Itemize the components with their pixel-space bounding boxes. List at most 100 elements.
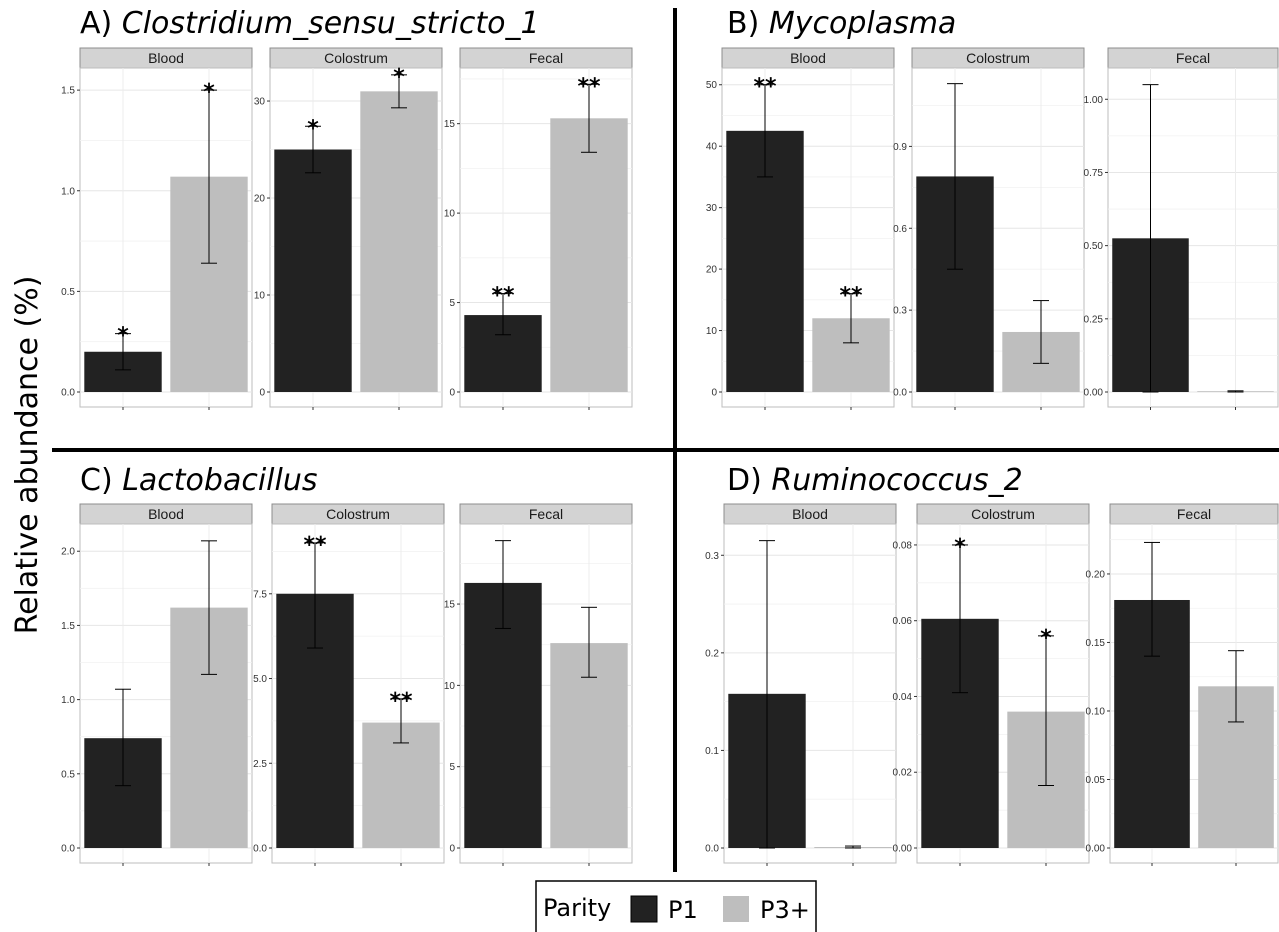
- y-tick-label: 1.5: [61, 86, 75, 97]
- y-tick-label: 50: [706, 80, 718, 91]
- legend-label-p1: P1: [668, 896, 698, 924]
- y-tick-label: 0.1: [705, 746, 719, 757]
- y-tick-label: 0.00: [893, 844, 913, 855]
- legend-box: [535, 880, 817, 932]
- facet-colostrum: Colostrum 0.0 2.5 5.0 7.5 ** **: [253, 503, 445, 866]
- y-tick-label: 0.05: [1086, 775, 1106, 786]
- facet-blood: Blood 0.0 0.5 1.0 1.5 2.0: [61, 503, 253, 866]
- y-tick-label: 15: [444, 600, 456, 611]
- legend-title: Parity: [543, 894, 611, 922]
- y-tick-label: 0.04: [893, 692, 913, 703]
- significance-marker: **: [839, 284, 863, 309]
- y-tick-label: 5: [449, 298, 455, 309]
- y-tick-label: 0.50: [1084, 241, 1104, 252]
- panel-title: A) Clostridium_sensu_stricto_1: [80, 6, 540, 41]
- y-tick-label: 0.00: [1084, 388, 1104, 399]
- facet-colostrum: Colostrum 0.00 0.02 0.04 0.06 0.08 * *: [893, 503, 1090, 866]
- facet-strip-label: Colostrum: [971, 506, 1035, 522]
- y-tick-label: 0.02: [893, 768, 913, 779]
- facet-strip-label: Colostrum: [966, 50, 1030, 66]
- significance-marker: *: [117, 324, 129, 349]
- facet-strip-label: Blood: [790, 50, 826, 66]
- y-tick-label: 1.5: [61, 621, 75, 632]
- y-tick-label: 0.5: [61, 287, 75, 298]
- y-tick-label: 0.0: [705, 844, 719, 855]
- facet-strip-label: Fecal: [529, 50, 563, 66]
- significance-marker: *: [393, 65, 405, 90]
- facet-strip-label: Blood: [148, 506, 184, 522]
- y-tick-label: 30: [254, 97, 266, 108]
- y-tick-label: 20: [706, 265, 718, 276]
- y-tick-label: 1.0: [61, 186, 75, 197]
- y-tick-label: 10: [706, 326, 718, 337]
- y-tick-label: 0.00: [1086, 844, 1106, 855]
- y-axis-label: Relative abundance (%): [10, 276, 45, 635]
- y-tick-label: 0.75: [1084, 168, 1104, 179]
- y-tick-label: 0.15: [1086, 638, 1106, 649]
- y-tick-label: 15: [444, 119, 456, 130]
- significance-marker: *: [954, 535, 966, 560]
- chart-panel-4: D) Ruminococcus_2 Blood 0.0 0.1 0.2 0.3 Colost…: [705, 463, 1279, 866]
- y-tick-label: 0.08: [893, 540, 913, 551]
- y-tick-label: 7.5: [253, 589, 267, 600]
- facet-strip-label: Fecal: [1176, 50, 1210, 66]
- y-tick-label: 2.5: [253, 759, 267, 770]
- significance-marker: *: [1040, 626, 1052, 651]
- chart-panel-3: C) Lactobacillus Blood 0.0 0.5 1.0 1.5 2.0 Colo…: [61, 463, 633, 866]
- y-tick-label: 0.3: [705, 551, 719, 562]
- y-tick-label: 10: [254, 291, 266, 302]
- panels-layer: A) Clostridium_sensu_stricto_1 Blood 0.0 0.…: [61, 6, 1279, 866]
- y-tick-label: 0.2: [705, 648, 719, 659]
- significance-marker: **: [753, 75, 777, 100]
- facet-fecal: Fecal 0.00 0.25 0.50 0.75 1.00: [1084, 47, 1279, 410]
- facet-strip-label: Blood: [148, 50, 184, 66]
- panel-title-genus: Mycoplasma: [769, 6, 957, 41]
- y-tick-label: 0.0: [893, 388, 907, 399]
- bar-p3: [362, 722, 440, 848]
- significance-marker: **: [491, 284, 515, 309]
- facet-strip-label: Blood: [792, 506, 828, 522]
- panel-title: B) Mycoplasma: [727, 6, 956, 41]
- significance-marker: **: [389, 689, 413, 714]
- facet-strip-label: Fecal: [1177, 506, 1211, 522]
- y-tick-label: 1.00: [1084, 95, 1104, 106]
- legend-label-p3: P3+: [760, 896, 810, 924]
- legend: Parity P1 P3+: [535, 880, 817, 932]
- panel-title-genus: Ruminococcus_2: [771, 463, 1022, 498]
- y-tick-label: 0.0: [253, 844, 267, 855]
- panel-title-prefix: C): [80, 463, 122, 498]
- panel-title: C) Lactobacillus: [80, 463, 317, 498]
- y-tick-label: 0.3: [893, 306, 907, 317]
- panel-title-genus: Clostridium_sensu_stricto_1: [122, 6, 540, 41]
- y-tick-label: 0.5: [61, 769, 75, 780]
- bar-p3: [360, 91, 438, 393]
- y-tick-label: 0: [711, 388, 717, 399]
- facet-colostrum: Colostrum 0 10 20 30 * *: [254, 47, 443, 410]
- chart-panel-2: B) Mycoplasma Blood 0 10 20 30 40 50 ** ** Colostr…: [706, 6, 1279, 410]
- significance-marker: *: [203, 80, 215, 105]
- facet-fecal: Fecal 0.00 0.05 0.10 0.15 0.20: [1086, 503, 1279, 866]
- legend-swatch-p1: [630, 895, 658, 923]
- panel-title: D) Ruminococcus_2: [727, 463, 1023, 498]
- chart-panel-1: A) Clostridium_sensu_stricto_1 Blood 0.0 0.…: [61, 6, 633, 410]
- facet-colostrum: Colostrum 0.0 0.3 0.6 0.9: [893, 47, 1085, 410]
- y-tick-label: 40: [706, 142, 718, 153]
- y-tick-label: 0.06: [893, 616, 913, 627]
- facet-strip-label: Colostrum: [324, 50, 388, 66]
- panel-title-prefix: B): [727, 6, 769, 41]
- y-tick-label: 1.0: [61, 695, 75, 706]
- y-tick-label: 0: [449, 844, 455, 855]
- significance-marker: **: [303, 533, 327, 558]
- significance-marker: *: [307, 116, 319, 141]
- y-tick-label: 0.20: [1086, 569, 1106, 580]
- facet-strip-label: Colostrum: [326, 506, 390, 522]
- facet-blood: Blood 0.0 0.5 1.0 1.5 * *: [61, 47, 253, 410]
- y-tick-label: 0: [259, 388, 265, 399]
- facet-blood: Blood 0 10 20 30 40 50 ** **: [706, 47, 895, 410]
- panel-title-prefix: A): [80, 6, 122, 41]
- y-tick-label: 0.0: [61, 388, 75, 399]
- y-tick-label: 0.0: [61, 844, 75, 855]
- facet-blood: Blood 0.0 0.1 0.2 0.3: [705, 503, 897, 866]
- y-tick-label: 0.9: [893, 142, 907, 153]
- y-tick-label: 10: [444, 681, 456, 692]
